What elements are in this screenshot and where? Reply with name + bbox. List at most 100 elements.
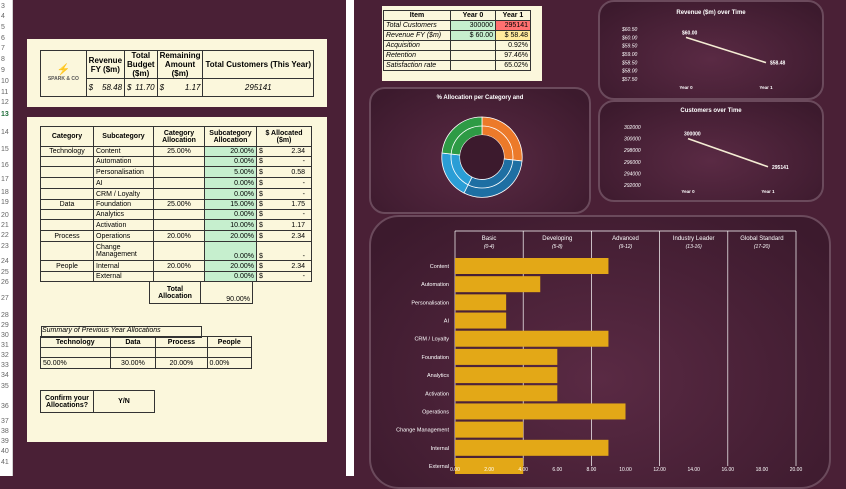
alloc-subcategory-value[interactable]: 5.00% <box>204 166 257 178</box>
remaining-header: Remaining Amount ($m) <box>156 50 204 79</box>
kpi-year1[interactable]: 0.92% <box>495 40 531 51</box>
row-number[interactable]: 16 <box>1 162 9 169</box>
row-number[interactable]: 22 <box>1 232 9 239</box>
revenue-value-cell[interactable]: $58.48 <box>85 78 126 97</box>
alloc-subcategory-value[interactable]: 20.00% <box>204 146 257 157</box>
kpi-year1[interactable]: 295141 <box>495 20 531 31</box>
allocation-donut-chart[interactable]: % Allocation per Category and <box>369 87 591 214</box>
row-number[interactable]: 40 <box>1 448 9 455</box>
alloc-category-value[interactable] <box>153 241 205 261</box>
alloc-category-value[interactable] <box>153 271 205 282</box>
row-number[interactable]: 20 <box>1 212 9 219</box>
row-number[interactable]: 17 <box>1 176 9 183</box>
alloc-category-value[interactable]: 25.00% <box>153 146 205 157</box>
row-number[interactable]: 41 <box>1 459 9 466</box>
revenue-line-chart[interactable]: Revenue ($m) over Time $60.50 $60.00 $59.5… <box>598 0 824 100</box>
alloc-category: People <box>40 260 94 272</box>
alloc-category-value[interactable] <box>153 166 205 178</box>
row-number[interactable]: 38 <box>1 428 9 435</box>
row-number[interactable]: 33 <box>1 362 9 369</box>
maturity-bar-svg: Basic (0-4) Developing (5-8) Advanced (9-12) I… <box>396 230 802 474</box>
series-line <box>687 137 769 168</box>
alloc-subcategory: External <box>93 271 154 282</box>
kpi-year1[interactable]: 97.46% <box>495 50 531 61</box>
row-number[interactable]: 13 <box>1 111 9 118</box>
alloc-row: Automation 0.00% $ - <box>40 156 312 167</box>
prev-year-table: Technology Data Process People 50.00% 30… <box>40 336 253 369</box>
row-number[interactable]: 19 <box>1 199 9 206</box>
alloc-category-value[interactable] <box>153 219 205 231</box>
row-number[interactable]: 4 <box>1 13 5 20</box>
row-number[interactable]: 34 <box>1 372 9 379</box>
alloc-category <box>40 271 94 282</box>
alloc-subcategory-value[interactable]: 0.00% <box>204 241 257 261</box>
row-number[interactable]: 12 <box>1 99 9 106</box>
alloc-category-value[interactable] <box>153 177 205 189</box>
row-number[interactable]: 24 <box>1 258 9 265</box>
remaining-value-cell[interactable]: $1.17 <box>156 78 204 97</box>
row-number[interactable]: 10 <box>1 78 9 85</box>
kpi-year0[interactable]: 300000 <box>450 20 496 31</box>
row-number[interactable]: 29 <box>1 322 9 329</box>
alloc-category-value[interactable]: 20.00% <box>153 260 205 272</box>
row-number[interactable]: 18 <box>1 189 9 196</box>
alloc-category-value[interactable]: 25.00% <box>153 199 205 210</box>
row-number[interactable]: 30 <box>1 332 9 339</box>
row-number[interactable]: 28 <box>1 312 9 319</box>
alloc-subcategory-value[interactable]: 20.00% <box>204 230 257 242</box>
row-number[interactable]: 31 <box>1 342 9 349</box>
y-tick-label: $60.00 <box>621 35 638 41</box>
alloc-subcategory-value[interactable]: 0.00% <box>204 209 257 220</box>
alloc-amount: $2.34 <box>256 260 312 272</box>
alloc-subcategory-value[interactable]: 10.00% <box>204 219 257 231</box>
row-number[interactable]: 39 <box>1 438 9 445</box>
confirm-input[interactable]: Y/N <box>93 390 155 413</box>
row-number[interactable]: 36 <box>1 403 9 410</box>
alloc-subcategory-value[interactable]: 20.00% <box>204 260 257 272</box>
row-number[interactable]: 9 <box>1 67 5 74</box>
row-number[interactable]: 7 <box>1 45 5 52</box>
alloc-category <box>40 209 94 220</box>
row-number[interactable]: 21 <box>1 222 9 229</box>
alloc-category-value[interactable] <box>153 209 205 220</box>
row-number[interactable]: 8 <box>1 56 5 63</box>
budget-value-cell[interactable]: $11.70 <box>124 78 158 97</box>
band-label: Global Standard <box>740 236 783 242</box>
revenue-chart-svg: $60.50 $60.00 $59.50 $59.00 $58.50 $58.00 $57.… <box>621 27 786 90</box>
logo-cell: ⚡ SPARK & CO <box>40 50 87 97</box>
customers-value-cell[interactable]: 295141 <box>202 78 314 97</box>
alloc-category: Process <box>40 230 94 242</box>
row-number[interactable]: 32 <box>1 352 9 359</box>
band-label: Basic <box>482 236 497 242</box>
row-number[interactable]: 25 <box>1 269 9 276</box>
alloc-header-category: Category <box>40 126 94 147</box>
row-number[interactable]: 3 <box>1 3 5 10</box>
alloc-subcategory-value[interactable]: 0.00% <box>204 156 257 167</box>
alloc-category-value[interactable]: 20.00% <box>153 230 205 242</box>
kpi-year1[interactable]: $ 58.48 <box>495 30 531 41</box>
alloc-subcategory-value[interactable]: 0.00% <box>204 271 257 282</box>
row-number[interactable]: 11 <box>1 89 9 96</box>
alloc-subcategory-value[interactable]: 0.00% <box>204 177 257 189</box>
row-number[interactable]: 23 <box>1 243 9 250</box>
alloc-category <box>40 219 94 231</box>
row-number[interactable]: 35 <box>1 383 9 390</box>
row-number[interactable]: 27 <box>1 295 9 302</box>
maturity-bar-chart[interactable]: Basic (0-4) Developing (5-8) Advanced (9-12) I… <box>369 215 831 489</box>
alloc-subcategory: Change Management <box>93 241 154 261</box>
kpi-year0[interactable]: $ 60.00 <box>450 30 496 41</box>
x-tick-label: 0.00 <box>450 467 460 473</box>
alloc-category-value[interactable] <box>153 188 205 200</box>
row-number[interactable]: 37 <box>1 418 9 425</box>
row-number[interactable]: 6 <box>1 35 5 42</box>
customers-line-chart[interactable]: Customers over Time 302000 300000 298000 29… <box>598 100 824 202</box>
alloc-row: Technology Content 25.00% 20.00% $2.34 <box>40 146 312 157</box>
row-number[interactable]: 5 <box>1 24 5 31</box>
row-number[interactable]: 26 <box>1 279 9 286</box>
alloc-subcategory-value[interactable]: 15.00% <box>204 199 257 210</box>
alloc-subcategory-value[interactable]: 0.00% <box>204 188 257 200</box>
alloc-category-value[interactable] <box>153 156 205 167</box>
row-number[interactable]: 14 <box>1 129 9 136</box>
kpi-year1[interactable]: 65.02% <box>495 60 531 71</box>
row-number[interactable]: 15 <box>1 146 9 153</box>
